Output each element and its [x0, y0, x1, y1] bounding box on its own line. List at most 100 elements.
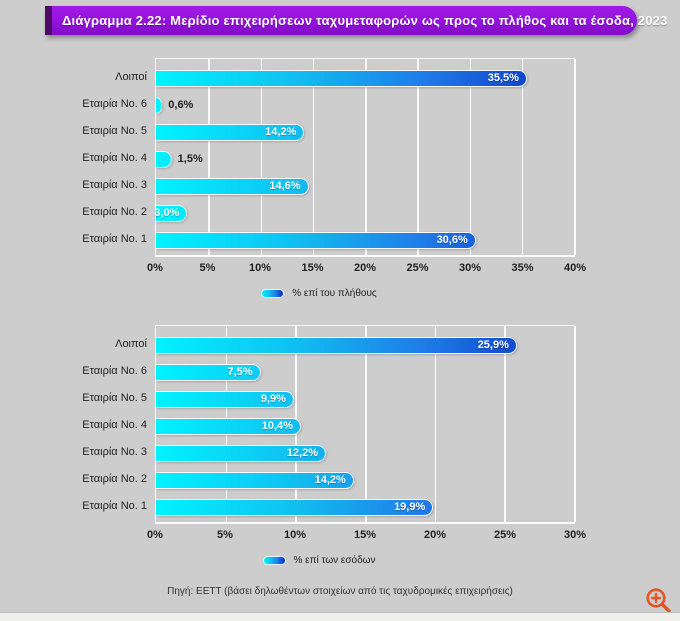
bar-row: 25,9%: [156, 332, 574, 359]
bar-row: 12,2%: [156, 440, 574, 467]
bar: 14,2%: [156, 472, 354, 489]
plot-area: 25,9% 7,5% 9,9% 10,4% 12,2% 14,2% 19,9%: [155, 325, 576, 524]
bar: 12,2%: [156, 445, 326, 462]
bar-value-label: 9,9%: [260, 393, 286, 405]
category-label: Εταιρία No. 4: [82, 152, 147, 164]
legend-swatch: [262, 556, 286, 565]
x-tick-label: 30%: [563, 529, 587, 541]
category-label: Λοιποί: [115, 338, 147, 350]
x-axis: 0% 5% 10% 15% 20% 25% 30%: [147, 529, 586, 545]
bar-row: 19,9%: [156, 494, 574, 521]
legend: % επί των εσόδων: [63, 555, 575, 566]
category-label: Εταιρία No. 6: [82, 365, 147, 377]
bar: 7,5%: [156, 364, 261, 381]
bar: 14,6%: [156, 178, 309, 195]
legend-label: % επί του πλήθους: [292, 288, 377, 299]
bar-row: 7,5%: [156, 359, 574, 386]
plot-area: 35,5% 0,6% 14,2% 1,5% 14,6% 3,0% 30,6%: [154, 58, 576, 257]
bar: 0,6%: [156, 97, 193, 114]
source-note: Πηγή: ΕΕΤΤ (βάσει δηλωθέντων στοιχείων α…: [167, 586, 513, 597]
gridline: [574, 326, 576, 522]
category-label: Εταιρία No. 5: [82, 392, 147, 404]
bar-value-label: 14,2%: [314, 474, 346, 486]
bar-row: 3,0%: [154, 200, 574, 227]
bar-row: 10,4%: [156, 413, 574, 440]
x-tick-label: 30%: [458, 262, 482, 274]
x-tick-label: 15%: [301, 262, 324, 274]
bar-row: 14,6%: [156, 173, 574, 200]
x-tick-label: 10%: [283, 529, 306, 541]
gridline: [260, 59, 262, 255]
bar-value-label: 7,5%: [227, 366, 253, 378]
zoom-in-icon: [646, 588, 671, 613]
x-tick-label: 5%: [199, 262, 216, 274]
bar-value-label: 0,6%: [168, 99, 194, 111]
bar-row: 30,6%: [156, 227, 574, 254]
bar-value-label: 14,2%: [265, 126, 297, 138]
bar-row: 9,9%: [156, 386, 574, 413]
bar-row: 14,2%: [156, 467, 574, 494]
bar: 19,9%: [156, 499, 434, 516]
gridline: [208, 59, 210, 255]
bar-value-label: 19,9%: [394, 501, 426, 513]
bar: 9,9%: [156, 391, 294, 408]
bar-value-label: 14,6%: [269, 180, 301, 192]
gridline: [574, 59, 576, 255]
bar: 30,6%: [156, 232, 476, 249]
chart-population-share: Λοιποί Εταιρία No. 6 Εταιρία No. 5 Εταιρία …: [63, 58, 586, 299]
chart-revenue-share: Λοιποί Εταιρία No. 6 Εταιρία No. 5 Εταιρία …: [63, 325, 586, 566]
gridline: [417, 59, 419, 255]
bar: 1,5%: [156, 151, 203, 168]
x-tick-label: 0%: [147, 529, 163, 541]
category-label: Εταιρία No. 1: [82, 500, 147, 512]
category-label: Εταιρία No. 6: [82, 98, 147, 110]
bar-row: 0,6%: [156, 92, 574, 119]
bar-value-label: 12,2%: [286, 447, 318, 459]
zoom-in-button[interactable]: [644, 586, 674, 616]
bar: 35,5%: [156, 70, 527, 87]
category-axis: Λοιποί Εταιρία No. 6 Εταιρία No. 5 Εταιρία …: [63, 58, 155, 257]
bar-row: 14,2%: [156, 119, 574, 146]
page-title: Διάγραμμα 2.22: Μερίδιο επιχειρήσεων ταχ…: [62, 13, 668, 28]
category-label: Εταιρία No. 3: [82, 446, 147, 458]
gridline: [469, 59, 471, 255]
bar-value-label: 1,5%: [177, 153, 203, 165]
legend: % επί του πλήθους: [63, 288, 575, 299]
x-axis: 0% 5% 10% 15% 20% 25% 30% 35% 40%: [147, 262, 586, 278]
bar-row: 1,5%: [156, 146, 574, 173]
x-tick-label: 0%: [147, 262, 163, 274]
legend-label: % επί των εσόδων: [293, 555, 376, 566]
bar: 25,9%: [156, 337, 517, 354]
bar-value-label: 25,9%: [477, 339, 509, 351]
category-label: Εταιρία No. 4: [82, 419, 147, 431]
bar: 14,2%: [156, 124, 305, 141]
x-tick-label: 25%: [406, 262, 429, 274]
bar-row: 35,5%: [156, 65, 574, 92]
x-tick-label: 35%: [511, 262, 534, 274]
category-label: Λοιποί: [115, 71, 147, 83]
bar: 10,4%: [156, 418, 301, 435]
bar-value-label: 10,4%: [261, 420, 293, 432]
legend-swatch: [261, 289, 285, 298]
gridline: [521, 59, 524, 255]
category-label: Εταιρία No. 1: [82, 233, 147, 245]
page-edge: [0, 612, 680, 621]
gridline: [365, 326, 367, 522]
x-tick-label: 20%: [353, 262, 377, 274]
chart-title-banner: Διάγραμμα 2.22: Μερίδιο επιχειρήσεων ταχ…: [45, 6, 667, 35]
bar-value-label: 3,0%: [154, 207, 180, 219]
category-label: Εταιρία No. 5: [82, 125, 147, 137]
bar-value-label: 30,6%: [436, 234, 468, 246]
category-label: Εταιρία No. 2: [82, 473, 147, 485]
x-tick-label: 25%: [493, 529, 517, 541]
category-label: Εταιρία No. 3: [82, 179, 147, 191]
gridline: [434, 326, 437, 522]
category-label: Εταιρία No. 2: [82, 206, 147, 218]
chart-area: Λοιποί Εταιρία No. 6 Εταιρία No. 5 Εταιρία …: [63, 58, 576, 257]
gridline: [365, 59, 367, 255]
category-axis: Λοιποί Εταιρία No. 6 Εταιρία No. 5 Εταιρία …: [63, 325, 155, 524]
x-tick-label: 5%: [217, 529, 233, 541]
x-tick-label: 15%: [353, 529, 377, 541]
bar: 3,0%: [154, 205, 188, 222]
x-tick-label: 10%: [248, 262, 272, 274]
